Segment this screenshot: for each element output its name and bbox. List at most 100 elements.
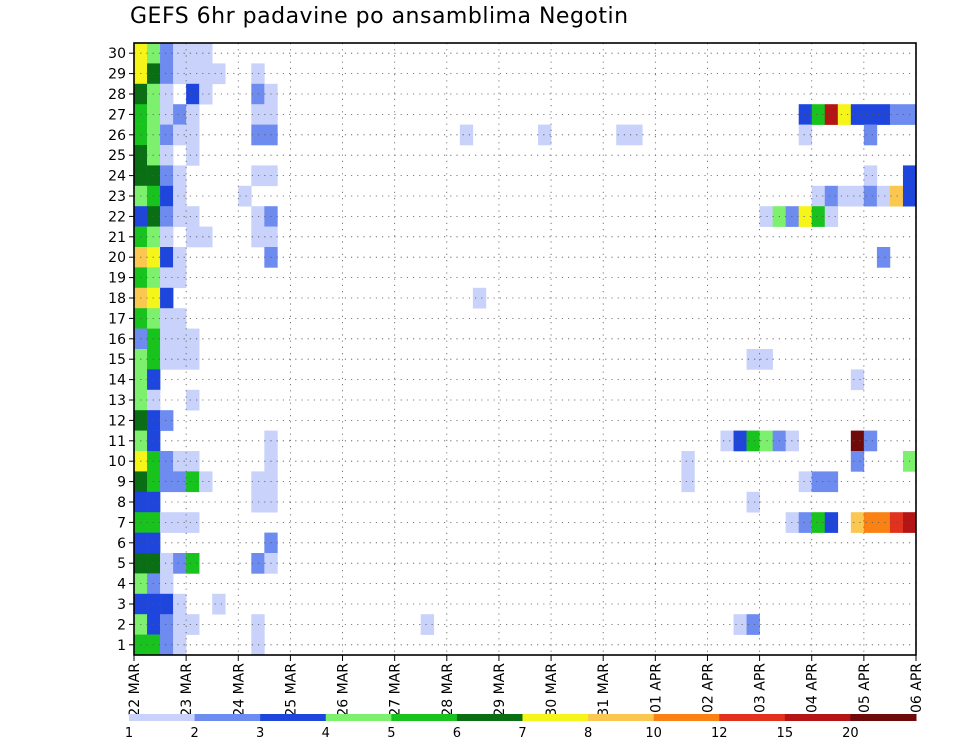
x-tick-label: 02 APR (700, 663, 716, 713)
heatmap-cell (251, 614, 265, 635)
heatmap-cell (746, 349, 760, 370)
heatmap-cell (160, 124, 174, 146)
heatmap-cell (160, 165, 174, 187)
heatmap-cell (538, 124, 552, 146)
y-tick-label: 30 (108, 46, 126, 62)
y-tick-label: 22 (108, 209, 126, 225)
heatmap-cell (186, 553, 200, 574)
heatmap-cell (186, 328, 200, 350)
y-tick-label: 15 (108, 352, 126, 368)
y-tick-label: 16 (108, 332, 126, 348)
legend-label: 5 (387, 726, 395, 741)
heatmap-cell (251, 226, 265, 248)
legend-swatch (260, 714, 327, 721)
heatmap-cell (720, 430, 734, 452)
legend-swatch (719, 714, 786, 721)
heatmap-cell (850, 512, 865, 533)
y-tick-label: 17 (108, 311, 126, 327)
heatmap-cell (472, 287, 487, 309)
heatmap-cell (160, 512, 174, 533)
x-tick-label: 05 APR (857, 663, 873, 713)
heatmap-cell (824, 206, 839, 227)
heatmap-cell (199, 43, 213, 64)
y-tick-label: 4 (117, 577, 126, 593)
legend-swatch (653, 714, 720, 721)
plot-frame (133, 42, 917, 656)
heatmap-cell (173, 247, 187, 268)
y-tick-label: 5 (117, 556, 126, 572)
heatmap-cell (811, 206, 826, 227)
heatmap-cell (824, 471, 839, 493)
legend-label: 4 (322, 726, 330, 741)
heatmap-cell (746, 614, 760, 635)
heatmap-cell (850, 104, 865, 125)
legend-swatch (391, 714, 458, 721)
heatmap-cell (251, 634, 265, 656)
heatmap-cell (160, 308, 174, 329)
x-tick-label: 04 APR (805, 663, 821, 713)
grid-lines (134, 43, 916, 655)
heatmap-cell (160, 349, 174, 370)
y-tick-label: 1 (117, 638, 126, 654)
legend-label: 6 (453, 726, 461, 741)
heatmap-cell (863, 104, 878, 125)
heatmap-cell (186, 614, 200, 635)
heatmap-cell (837, 104, 852, 125)
heatmap-cell (863, 185, 878, 207)
heatmap-cell (186, 145, 200, 166)
heatmap-cell (160, 614, 174, 635)
heatmap-cell (160, 104, 174, 125)
x-axis: 22 MAR 23 MAR 24 MAR 25 MAR 26 MAR 27 MAR 28 M… (127, 655, 925, 717)
heatmap-cell (759, 430, 773, 452)
heatmap-cell (876, 247, 891, 268)
y-tick-label: 24 (108, 169, 126, 185)
heatmap-cell (850, 430, 865, 452)
legend-label: 7 (518, 726, 526, 741)
legend-swatch (456, 714, 523, 721)
heatmap-cell (186, 206, 200, 227)
y-tick-label: 2 (117, 617, 126, 633)
x-tick-label: 31 MAR (596, 663, 612, 717)
heatmap-cell (160, 267, 174, 289)
heatmap-cell (173, 471, 187, 493)
x-tick-label: 22 MAR (127, 663, 143, 717)
y-tick-label: 21 (108, 230, 126, 246)
heatmap-cell (811, 512, 826, 533)
heatmap-cell (186, 471, 200, 493)
legend-label: 20 (842, 726, 859, 741)
legend-swatch (784, 714, 851, 721)
heatmap-cell (186, 512, 200, 533)
heatmap-cell (186, 124, 200, 146)
legend-swatch (194, 714, 261, 721)
y-tick-label: 25 (108, 148, 126, 164)
heatmap-cell (251, 104, 265, 125)
heatmap-cell (420, 614, 435, 635)
heatmap-cell (616, 124, 630, 146)
heatmap-cell (160, 573, 174, 595)
x-tick-label: 30 MAR (544, 663, 560, 717)
heatmap-cell (798, 124, 813, 146)
heatmap-cell (238, 185, 252, 207)
heatmap-cell (186, 104, 200, 125)
heatmap-cell (173, 104, 187, 125)
x-tick-label: 27 MAR (388, 663, 404, 717)
y-tick-label: 26 (108, 128, 126, 144)
heatmap-cell (160, 226, 174, 248)
heatmap-cell (824, 512, 839, 533)
x-tick-label: 28 MAR (440, 663, 456, 717)
heatmap-cell (173, 165, 187, 187)
heatmap-cell (798, 104, 813, 125)
heatmap-cell (173, 593, 187, 615)
legend-swatch (325, 714, 392, 721)
heatmap-cell (160, 83, 174, 105)
heatmap-cell (681, 471, 695, 493)
heatmap-cell (798, 471, 813, 493)
heatmap-cell (863, 165, 878, 187)
heatmap-cell (876, 512, 891, 533)
heatmap-cell (863, 124, 878, 146)
heatmap-cell (212, 593, 226, 615)
legend-swatch (850, 714, 917, 721)
heatmap-cell (759, 206, 773, 227)
heatmap-cell (173, 349, 187, 370)
